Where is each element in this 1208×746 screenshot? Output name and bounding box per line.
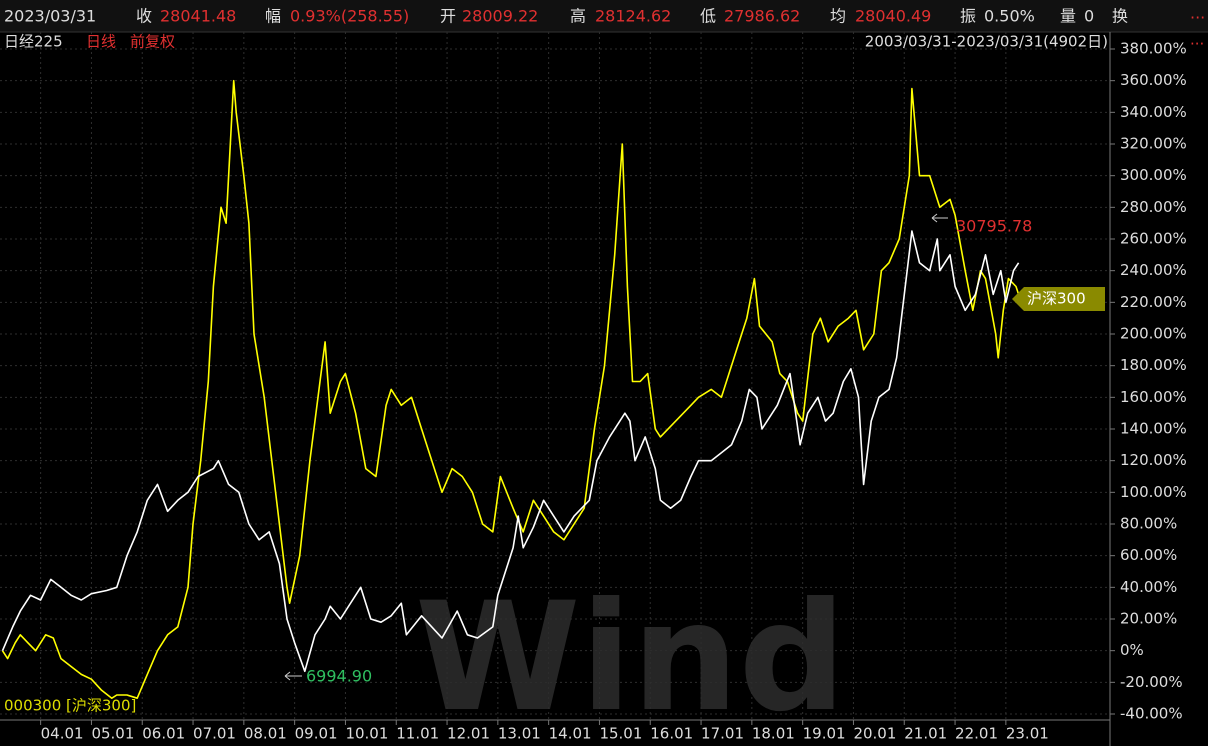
x-tick-label: 05.01: [91, 725, 134, 743]
field-value: 0.50%: [984, 7, 1035, 26]
series-tag: [1012, 287, 1105, 311]
axis-more[interactable]: ...: [1190, 31, 1204, 49]
x-tick-label: 21.01: [904, 725, 947, 743]
field-value: 0: [1084, 7, 1094, 26]
field-name: 振: [960, 7, 976, 26]
min-arrow: [284, 671, 302, 681]
y-tick-label: 240.00%: [1120, 261, 1187, 279]
compare-label: 000300 [沪深300]: [4, 697, 136, 715]
min-label: 6994.90: [306, 667, 372, 686]
field-value: 27986.62: [724, 7, 800, 26]
x-tick-label: 14.01: [549, 725, 592, 743]
y-tick-label: 160.00%: [1120, 388, 1187, 406]
adjust[interactable]: 前复权: [130, 33, 175, 51]
x-tick-label: 22.01: [955, 725, 998, 743]
max-arrow: [931, 213, 948, 223]
header-more[interactable]: ...: [1190, 4, 1205, 23]
field-value: 28009.22: [462, 7, 538, 26]
x-tick-label: 13.01: [498, 725, 541, 743]
y-tick-label: 260.00%: [1120, 230, 1187, 248]
x-tick-label: 16.01: [650, 725, 693, 743]
period[interactable]: 日线: [86, 33, 116, 51]
y-tick-label: 80.00%: [1120, 515, 1177, 533]
watermark: Wind: [415, 571, 846, 745]
x-tick-label: 17.01: [701, 725, 744, 743]
y-tick-label: 20.00%: [1120, 610, 1177, 628]
y-tick-label: 360.00%: [1120, 71, 1187, 89]
x-tick-label: 07.01: [193, 725, 236, 743]
x-tick-label: 15.01: [599, 725, 642, 743]
y-tick-label: 280.00%: [1120, 198, 1187, 216]
field-value: 28040.49: [855, 7, 931, 26]
lines: [1, 79, 1020, 699]
field-name: 低: [700, 7, 716, 26]
field-name: 收: [136, 7, 152, 26]
field-name: 高: [570, 7, 586, 26]
x-tick-label: 18.01: [752, 725, 795, 743]
y-tick-label: 340.00%: [1120, 103, 1187, 121]
y-tick-label: 100.00%: [1120, 483, 1187, 501]
header-date: 2023/03/31: [4, 7, 96, 26]
field-value: 0.93%(258.55): [290, 7, 409, 26]
y-tick-label: 60.00%: [1120, 546, 1177, 564]
field-name: 均: [830, 7, 846, 26]
header-bar: [0, 0, 1208, 32]
x-tick-label: 20.01: [853, 725, 896, 743]
y-tick-label: 380.00%: [1120, 40, 1187, 58]
series-line: [1, 79, 1020, 699]
x-tick-label: 11.01: [396, 725, 439, 743]
y-tick-label: 200.00%: [1120, 325, 1187, 343]
x-tick-label: 23.01: [1006, 725, 1049, 743]
field-value: 28041.48: [160, 7, 236, 26]
grid: [0, 32, 1110, 720]
field-name: 幅: [265, 7, 281, 26]
field-value: 28124.62: [595, 7, 671, 26]
y-tick-label: 40.00%: [1120, 578, 1177, 596]
x-tick-label: 09.01: [295, 725, 338, 743]
x-tick-label: 08.01: [244, 725, 287, 743]
x-tick-label: 06.01: [142, 725, 185, 743]
x-tick-label: 12.01: [447, 725, 490, 743]
field-name: 量: [1060, 7, 1076, 26]
y-tick-label: -40.00%: [1120, 705, 1183, 723]
y-tick-label: 140.00%: [1120, 420, 1187, 438]
x-tick-label: 04.01: [41, 725, 84, 743]
range: 2003/03/31-2023/03/31(4902日): [865, 33, 1108, 51]
field-name: 开: [440, 7, 456, 26]
field-name: 换: [1112, 7, 1128, 26]
series-line: [1, 230, 1020, 673]
y-tick-label: 180.00%: [1120, 356, 1187, 374]
series-tag-label: 沪深300: [1027, 290, 1086, 308]
y-tick-label: 0%: [1120, 641, 1144, 659]
y-tick-label: 300.00%: [1120, 166, 1187, 184]
instrument: 日经225: [4, 33, 63, 51]
y-tick-label: 120.00%: [1120, 451, 1187, 469]
y-tick-label: 320.00%: [1120, 135, 1187, 153]
y-tick-label: -20.00%: [1120, 673, 1183, 691]
x-tick-label: 19.01: [803, 725, 846, 743]
max-label: 30795.78: [956, 217, 1032, 236]
x-tick-label: 10.01: [345, 725, 388, 743]
y-tick-label: 220.00%: [1120, 293, 1187, 311]
